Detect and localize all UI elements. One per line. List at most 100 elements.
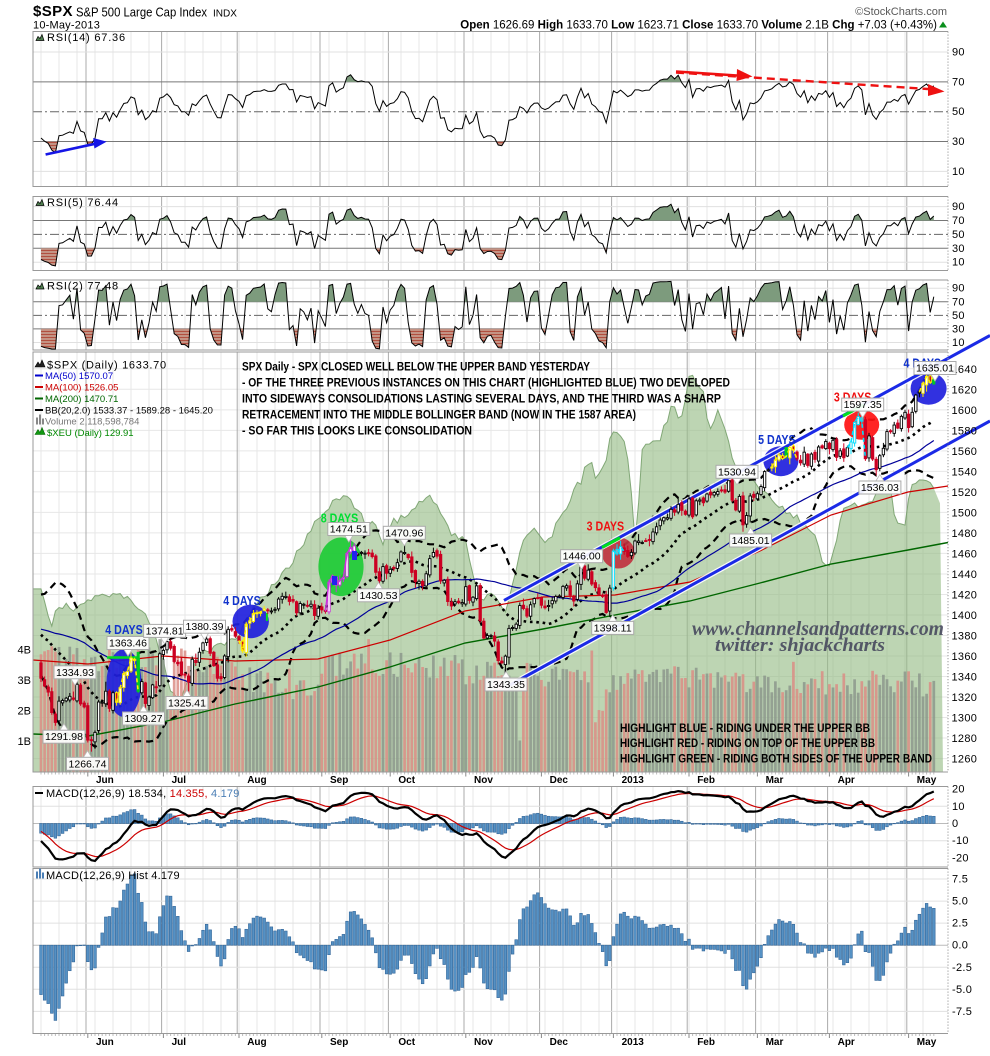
svg-text:MACD(12,26,9) 18.534, 14.355,: MACD(12,26,9) 18.534, 14.355, 4.179: [46, 788, 240, 800]
svg-text:1363.46: 1363.46: [109, 639, 147, 650]
svg-text:1309.27: 1309.27: [125, 714, 163, 725]
svg-text:1536.03: 1536.03: [861, 483, 899, 494]
svg-text:S&P 500 Large Cap Index: S&P 500 Large Cap Index: [76, 5, 207, 20]
svg-text:HIGHLIGHT BLUE - RIDING UNDER: HIGHLIGHT BLUE - RIDING UNDER THE UPPER …: [620, 723, 870, 735]
svg-text:Oct: Oct: [398, 1037, 415, 1048]
svg-text:10-May-2013: 10-May-2013: [33, 20, 100, 32]
svg-text:1374.81: 1374.81: [146, 626, 184, 637]
svg-text:1620: 1620: [952, 384, 978, 396]
svg-text:1343.35: 1343.35: [487, 680, 525, 691]
svg-text:2013: 2013: [622, 775, 645, 786]
svg-text:-2.5: -2.5: [952, 962, 972, 974]
svg-text:1260: 1260: [952, 754, 978, 766]
svg-text:SPX Daily - SPX CLOSED WELL BE: SPX Daily - SPX CLOSED WELL BELOW THE UP…: [242, 362, 590, 374]
svg-text:1360: 1360: [952, 651, 978, 663]
svg-text:1280: 1280: [952, 733, 978, 745]
svg-text:$XEU (Daily) 129.91: $XEU (Daily) 129.91: [47, 428, 134, 439]
svg-text:-10: -10: [952, 835, 969, 847]
svg-text:- OF THE THREE PREVIOUS INSTAN: - OF THE THREE PREVIOUS INSTANCES ON THI…: [242, 378, 730, 390]
svg-text:INTO SIDEWAYS CONSOLIDATIONS L: INTO SIDEWAYS CONSOLIDATIONS LASTING SEV…: [242, 394, 721, 406]
svg-text:1400: 1400: [952, 610, 978, 622]
svg-text:RETRACEMENT INTO THE MIDDLE BO: RETRACEMENT INTO THE MIDDLE BOLLINGER BA…: [242, 410, 636, 422]
svg-text:MA(100) 1526.05: MA(100) 1526.05: [45, 383, 118, 394]
svg-text:1520: 1520: [952, 487, 978, 499]
svg-text:1500: 1500: [952, 507, 978, 519]
svg-text:May: May: [917, 1037, 937, 1048]
svg-text:4 DAYS: 4 DAYS: [223, 594, 261, 608]
svg-text:1480: 1480: [952, 528, 978, 540]
svg-text:1334.93: 1334.93: [56, 668, 94, 679]
svg-text:RSI(2) 77.48: RSI(2) 77.48: [47, 281, 119, 293]
svg-text:1266.74: 1266.74: [69, 759, 107, 770]
svg-text:May: May: [917, 775, 937, 786]
svg-text:20: 20: [952, 784, 965, 796]
svg-text:twitter: shjackcharts: twitter: shjackcharts: [715, 635, 885, 656]
svg-text:Volume 2,118,598,784: Volume 2,118,598,784: [45, 417, 139, 428]
svg-text:1398.11: 1398.11: [594, 623, 632, 634]
svg-text:1597.35: 1597.35: [844, 400, 882, 411]
svg-text:30: 30: [952, 243, 965, 255]
svg-text:1530.94: 1530.94: [718, 467, 756, 478]
svg-text:50: 50: [952, 310, 965, 322]
svg-text:1485.01: 1485.01: [732, 536, 770, 547]
svg-text:1446.00: 1446.00: [563, 552, 601, 563]
svg-text:Oct: Oct: [398, 775, 415, 786]
svg-text:RSI(14) 67.36: RSI(14) 67.36: [47, 32, 126, 44]
svg-text:MA(200) 1470.71: MA(200) 1470.71: [45, 394, 118, 405]
svg-text:HIGHLIGHT RED - RIDING ON TOP: HIGHLIGHT RED - RIDING ON TOP OF THE UPP…: [620, 738, 875, 750]
svg-text:MACD(12,26,9) Hist 4.179: MACD(12,26,9) Hist 4.179: [46, 870, 180, 882]
svg-text:Jul: Jul: [172, 1037, 187, 1048]
svg-text:Apr: Apr: [838, 775, 855, 786]
svg-text:1340: 1340: [952, 672, 978, 684]
svg-text:©StockCharts.com: ©StockCharts.com: [855, 6, 947, 18]
svg-text:70: 70: [952, 76, 965, 88]
svg-text:-7.5: -7.5: [952, 1006, 972, 1018]
svg-text:1B: 1B: [18, 736, 31, 748]
svg-text:5.0: 5.0: [952, 896, 968, 908]
svg-text:Mar: Mar: [766, 1037, 784, 1048]
svg-text:-5.0: -5.0: [952, 984, 972, 996]
svg-text:BB(20,2.0) 1533.37 - 1589.28 -: BB(20,2.0) 1533.37 - 1589.28 - 1645.20: [45, 406, 213, 417]
svg-text:Dec: Dec: [550, 775, 569, 786]
svg-text:2.5: 2.5: [952, 918, 968, 930]
svg-text:INDX: INDX: [213, 9, 237, 20]
svg-text:MA(50) 1570.07: MA(50) 1570.07: [45, 371, 113, 382]
svg-text:10: 10: [952, 166, 965, 178]
svg-text:0: 0: [952, 818, 958, 830]
svg-text:Mar: Mar: [766, 775, 784, 786]
svg-text:RSI(5) 76.44: RSI(5) 76.44: [47, 197, 119, 209]
svg-text:1325.41: 1325.41: [168, 699, 206, 710]
svg-text:3B: 3B: [18, 675, 31, 687]
svg-text:Sep: Sep: [330, 1037, 348, 1048]
svg-text:1580: 1580: [952, 425, 978, 437]
svg-text:Open 1626.69 High 1633.70 Low: Open 1626.69 High 1633.70 Low 1623.71 Cl…: [460, 20, 937, 32]
svg-text:1320: 1320: [952, 692, 978, 704]
svg-text:Feb: Feb: [697, 775, 715, 786]
svg-text:30: 30: [952, 323, 965, 335]
svg-text:4 DAYS: 4 DAYS: [105, 623, 143, 637]
svg-text:Dec: Dec: [550, 1037, 569, 1048]
svg-text:1474.51: 1474.51: [330, 525, 368, 536]
svg-text:1291.98: 1291.98: [45, 732, 83, 743]
svg-text:50: 50: [952, 106, 965, 118]
svg-text:1420: 1420: [952, 590, 978, 602]
svg-text:1470.96: 1470.96: [385, 528, 423, 539]
svg-text:1635.01: 1635.01: [916, 364, 954, 375]
svg-text:Nov: Nov: [474, 775, 493, 786]
svg-text:1300: 1300: [952, 713, 978, 725]
svg-text:0.0: 0.0: [952, 940, 968, 952]
svg-text:Aug: Aug: [247, 1037, 266, 1048]
svg-text:HIGHLIGHT GREEN - RIDING BOTH: HIGHLIGHT GREEN - RIDING BOTH SIDES OF T…: [620, 753, 932, 765]
svg-text:Jul: Jul: [172, 775, 187, 786]
svg-text:Jun: Jun: [96, 1037, 114, 1048]
svg-text:3 DAYS: 3 DAYS: [587, 520, 625, 534]
svg-text:Jun: Jun: [96, 775, 114, 786]
svg-text:1380.39: 1380.39: [186, 622, 224, 633]
svg-text:$SPX (Daily) 1633.70: $SPX (Daily) 1633.70: [47, 360, 167, 372]
svg-text:70: 70: [952, 215, 965, 227]
svg-text:1440: 1440: [952, 569, 978, 581]
svg-text:5 DAYS: 5 DAYS: [758, 433, 796, 447]
svg-text:10: 10: [952, 801, 965, 813]
svg-text:90: 90: [952, 47, 965, 59]
svg-text:- SO FAR THIS LOOKS LIKE CONSO: - SO FAR THIS LOOKS LIKE CONSOLIDATION: [242, 426, 472, 438]
